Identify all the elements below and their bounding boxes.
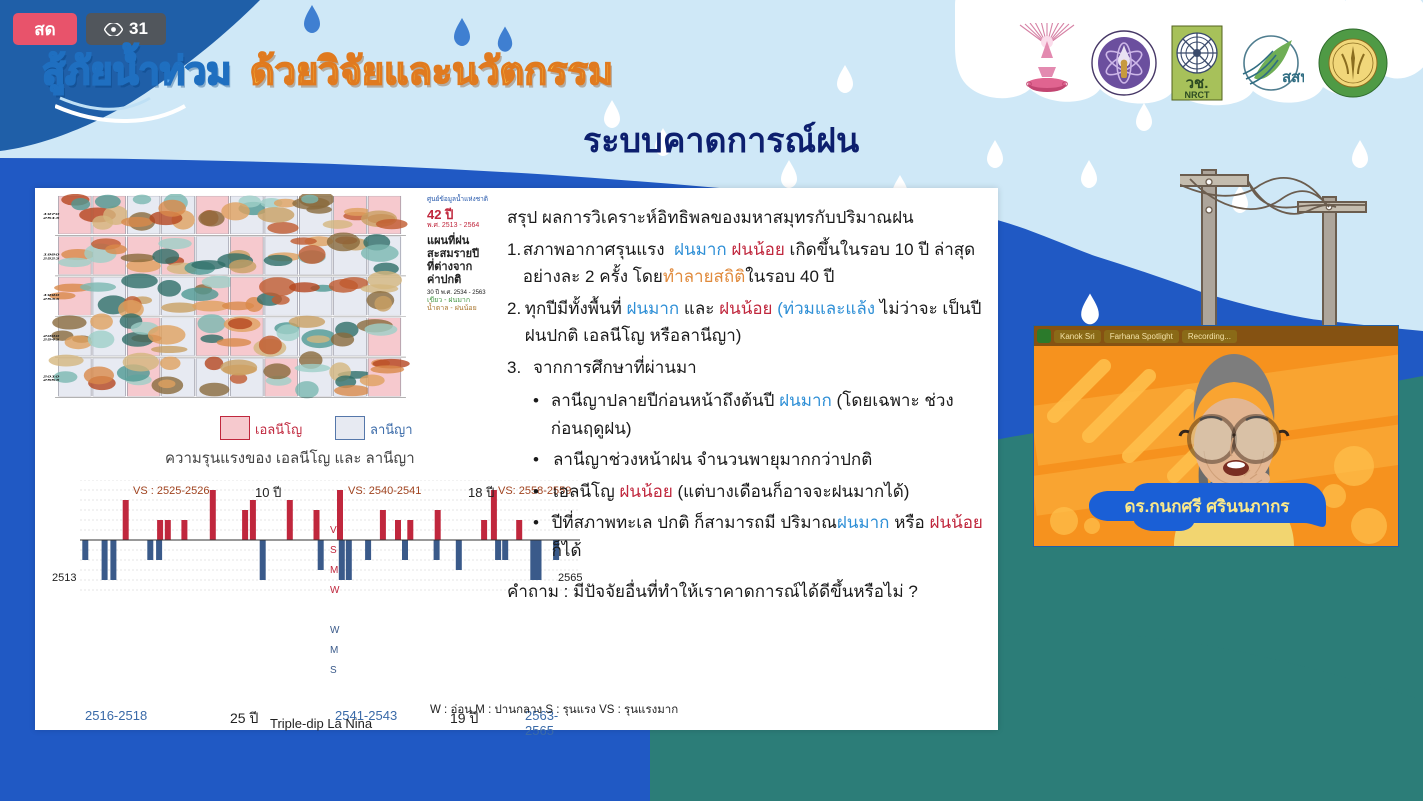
svg-text:2533: 2533 bbox=[43, 298, 60, 301]
svg-text:NRCT: NRCT bbox=[1185, 90, 1210, 100]
svg-text:สสน: สสน bbox=[1282, 69, 1304, 86]
svg-text:2553: 2553 bbox=[43, 379, 60, 382]
svg-text:2010: 2010 bbox=[43, 375, 60, 378]
svg-text:2000: 2000 bbox=[43, 335, 60, 338]
svg-text:1990: 1990 bbox=[43, 294, 60, 297]
svg-text:2543: 2543 bbox=[43, 339, 60, 342]
svg-text:2523: 2523 bbox=[43, 257, 60, 260]
svg-text:2513: 2513 bbox=[43, 217, 60, 220]
svg-text:1970: 1970 bbox=[43, 213, 60, 216]
svg-text:ดร.กนกศรี ศรินนภากร: ดร.กนกศรี ศรินนภากร bbox=[1124, 496, 1290, 516]
svg-text:1980: 1980 bbox=[43, 253, 60, 256]
